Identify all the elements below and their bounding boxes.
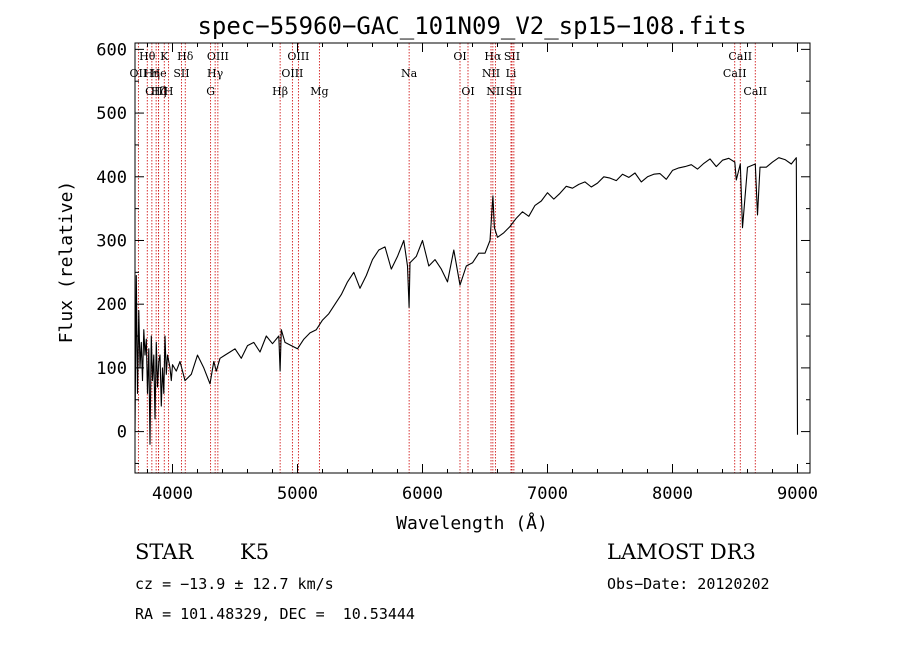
spectral-line-label: G — [206, 85, 215, 98]
flux-series-line — [134, 157, 799, 445]
plot-frame — [134, 42, 811, 474]
spectral-line-label: H — [164, 85, 174, 98]
y-tick-label: 300 — [96, 231, 127, 251]
spectral-line-label: CaII — [728, 50, 752, 63]
spectral-line-label: NII — [486, 85, 504, 98]
spectral-line-label: OIII — [281, 67, 303, 80]
x-tick-label: 5000 — [277, 484, 318, 504]
y-tick-label: 200 — [96, 295, 127, 315]
spectral-line-label: OII — [130, 67, 148, 80]
y-tick-label: 400 — [96, 168, 127, 188]
observation-date: Obs−Date: 20120202 — [607, 575, 770, 593]
spectral-line-label: CaII — [723, 67, 747, 80]
spectral-line-label: K — [160, 50, 169, 63]
object-class: STAR — [135, 540, 194, 564]
spectral-line-label: Hα — [484, 50, 502, 63]
spectral-line-label: NII — [482, 67, 500, 80]
y-tick-label: 0 — [117, 423, 127, 443]
spectral-line-label: OIII — [207, 50, 229, 63]
y-axis-label: Flux (relative) — [56, 181, 77, 344]
spectral-line-label: OI — [453, 50, 466, 63]
spectral-line-label: SII — [506, 85, 522, 98]
object-subclass: K5 — [240, 540, 270, 564]
chart-title: spec−55960−GAC_101N09_V2_sp15−108.fits — [197, 12, 746, 40]
x-axis-label: Wavelength (Å) — [396, 512, 548, 534]
x-tick-label: 7000 — [527, 484, 568, 504]
spectral-line-label: Mg — [310, 85, 328, 98]
y-tick-label: 100 — [96, 359, 127, 379]
spectral-line-label: OIII — [145, 85, 167, 98]
spectral-line-label: Hδ — [177, 50, 194, 63]
spectral-line-label: Hη — [144, 67, 160, 80]
redshift-velocity: cz = −13.9 ± 12.7 km/s — [135, 575, 334, 593]
spectral-line-label: Na — [401, 67, 418, 80]
x-tick-label: 9000 — [777, 484, 818, 504]
spectral-line-label: Hβ — [272, 85, 288, 98]
x-tick-label: 8000 — [652, 484, 693, 504]
coordinates: RA = 101.48329, DEC = 10.53444 — [135, 605, 415, 623]
axis-ticks: 4000 5000 6000 7000 8000 9000 0 100 200 300 400 500… — [96, 40, 818, 504]
spectral-line-label: SII — [504, 50, 520, 63]
survey-name: LAMOST DR3 — [607, 540, 756, 564]
spectral-line-label: OI — [461, 85, 474, 98]
x-tick-label: 4000 — [152, 484, 193, 504]
spectral-line-label: Li — [506, 67, 517, 80]
spectral-line-label: Hθ — [139, 50, 156, 63]
spectral-line-label: SII — [173, 67, 189, 80]
spectral-line-label: Hγ — [207, 67, 224, 80]
y-tick-label: 500 — [96, 104, 127, 124]
spectral-line-label: OIII — [287, 50, 309, 63]
x-tick-label: 6000 — [402, 484, 443, 504]
spectral-line-label: CaII — [743, 85, 767, 98]
y-tick-label: 600 — [96, 40, 127, 60]
spectral-line-label: Hζ — [151, 85, 167, 98]
